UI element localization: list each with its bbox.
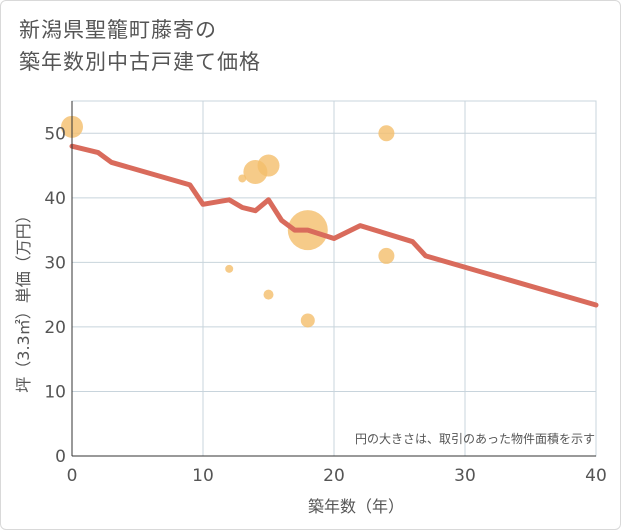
axes: 0 10 20 30 40 0 10 20 30 40 50	[44, 101, 607, 486]
chart-title: 新潟県聖籠町藤寄の 築年数別中古戸建て価格	[19, 15, 261, 78]
scatter-point	[243, 160, 268, 184]
x-tick-label: 40	[585, 466, 607, 486]
y-tick-label: 20	[44, 318, 66, 338]
grid-lines	[71, 100, 597, 457]
title-line-1: 新潟県聖籠町藤寄の	[19, 18, 217, 42]
y-tick-label: 40	[44, 189, 66, 209]
trend-line	[69, 143, 599, 308]
x-tick-label: 0	[67, 466, 78, 486]
x-tick-label: 30	[454, 466, 476, 486]
y-axis-label: 坪（3.3㎡）単価（万円）	[14, 207, 33, 392]
title-line-2: 築年数別中古戸建て価格	[19, 49, 261, 74]
y-tick-label: 0	[55, 447, 66, 467]
size-annotation: 円の大きさは、取引のあった物件面積を示す	[355, 431, 595, 446]
x-tick-label: 10	[192, 466, 214, 486]
y-tick-label: 30	[44, 253, 66, 273]
scatter-points	[61, 115, 395, 328]
scatter-point	[263, 289, 274, 300]
scatter-point	[378, 247, 395, 264]
trend-line-group	[69, 143, 599, 308]
y-tick-label: 10	[44, 382, 66, 402]
scatter-point	[238, 174, 247, 183]
y-tick-label: 50	[44, 124, 66, 144]
scatter-point	[378, 125, 395, 142]
x-tick-label: 20	[323, 466, 345, 486]
scatter-point	[225, 264, 234, 273]
scatter-point	[300, 313, 315, 328]
x-axis-label: 築年数（年）	[308, 497, 404, 516]
